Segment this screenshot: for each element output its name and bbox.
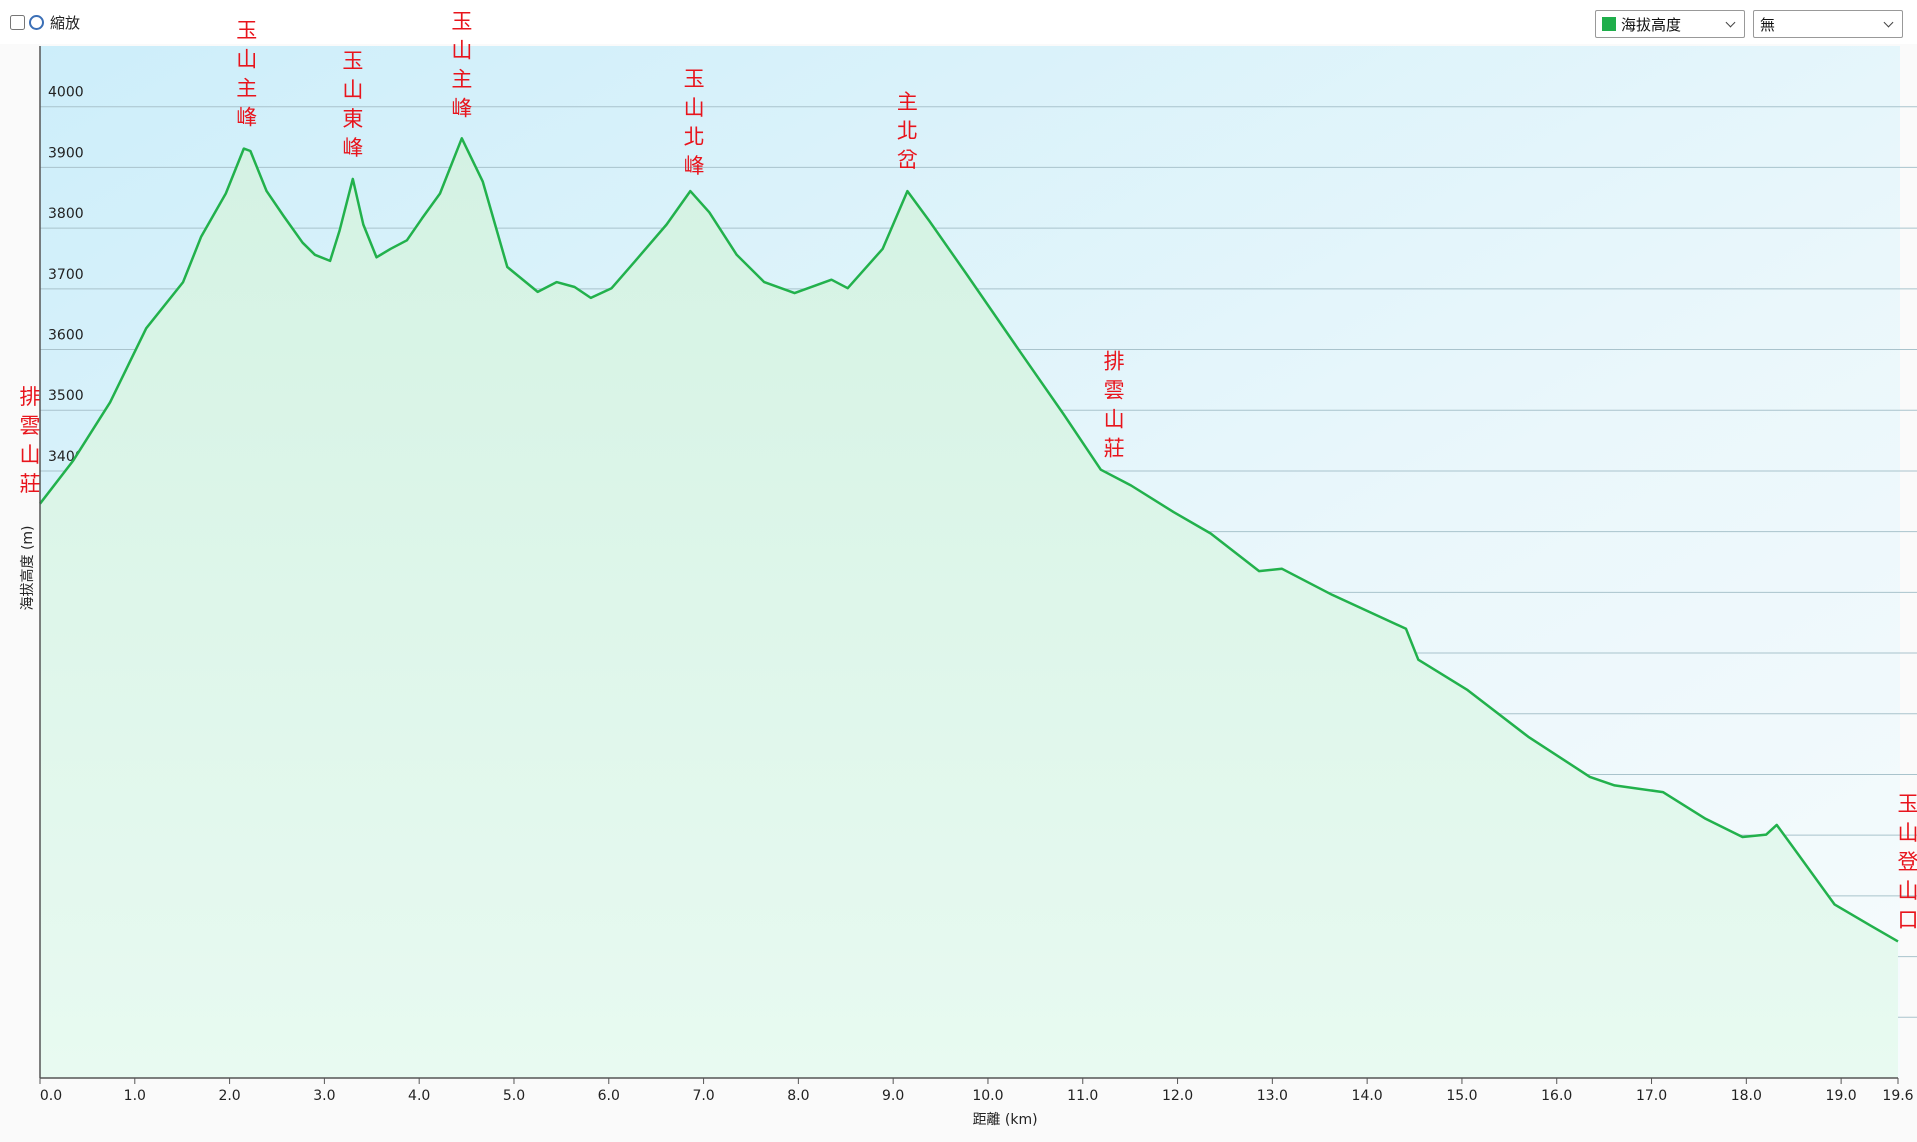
x-tick-label: 7.0 [692, 1088, 714, 1104]
peak-label: 玉山登山口 [1895, 793, 1917, 938]
y-tick-label: 3900 [48, 145, 84, 161]
y-tick-label: 3500 [48, 388, 84, 404]
toolbar: 縮放 海拔高度 無 [0, 0, 1917, 44]
x-tick-label: 18.0 [1731, 1088, 1762, 1104]
x-tick-label: 16.0 [1541, 1088, 1572, 1104]
x-tick-label: 15.0 [1446, 1088, 1477, 1104]
x-tick-label: 5.0 [503, 1088, 525, 1104]
zoom-label: 縮放 [50, 14, 81, 32]
y-axis-title: 海拔高度 (m) [19, 525, 36, 610]
y-tick-label: 3700 [48, 267, 84, 283]
zoom-toggle[interactable]: 縮放 [10, 12, 80, 33]
magnifier-icon [29, 15, 44, 30]
x-tick-label: 12.0 [1162, 1088, 1193, 1104]
x-tick-label: 19.0 [1826, 1088, 1857, 1104]
peak-label: 玉山主峰 [449, 10, 473, 126]
peak-label: 排雲山莊 [1101, 350, 1125, 466]
elevation-line [39, 137, 1899, 943]
elevation-area [40, 138, 1898, 1079]
compare-select[interactable]: 無 [1753, 10, 1903, 38]
legend-swatch [1602, 17, 1616, 31]
x-tick-label: 19.6 [1882, 1088, 1913, 1104]
peak-label: 玉山北峰 [681, 68, 705, 184]
zoom-checkbox[interactable] [10, 15, 25, 30]
x-tick-label: 8.0 [787, 1088, 809, 1104]
series-select[interactable]: 海拔高度 [1595, 10, 1745, 38]
x-tick-label: 1.0 [124, 1088, 146, 1104]
x-tick-label: 4.0 [408, 1088, 430, 1104]
x-tick-label: 6.0 [598, 1088, 620, 1104]
x-tick-label: 17.0 [1636, 1088, 1667, 1104]
peak-label: 排雲山莊 [17, 386, 41, 502]
x-tick-label: 9.0 [882, 1088, 904, 1104]
x-tick-label: 11.0 [1067, 1088, 1098, 1104]
x-axis-title: 距離 (km) [972, 1111, 1037, 1128]
x-tick-label: 13.0 [1257, 1088, 1288, 1104]
y-tick-label: 3600 [48, 328, 84, 344]
x-tick-label: 10.0 [972, 1088, 1003, 1104]
peak-label: 玉山主峰 [234, 19, 258, 135]
legend-label: 海拔高度 [1621, 15, 1682, 34]
peak-label: 主北岔 [894, 91, 918, 178]
y-tick-label: 4000 [48, 85, 84, 101]
x-tick-label: 2.0 [218, 1088, 240, 1104]
x-tick-label: 0.0 [40, 1088, 62, 1104]
x-tick-label: 14.0 [1352, 1088, 1383, 1104]
peak-label: 玉山東峰 [340, 49, 364, 165]
y-tick-label: 3800 [48, 206, 84, 222]
compare-label: 無 [1760, 15, 1776, 34]
x-tick-label: 3.0 [313, 1088, 335, 1104]
